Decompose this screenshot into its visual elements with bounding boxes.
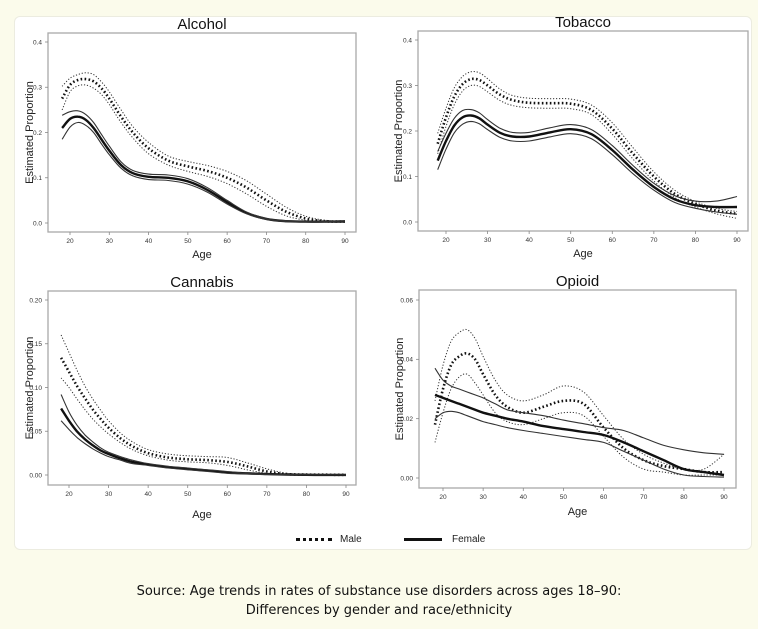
x-tick-label: 50 (184, 491, 192, 498)
x-tick-label: 90 (342, 491, 350, 498)
y-tick-label: 0.2 (403, 128, 412, 135)
y-tick-label: 0.06 (400, 297, 413, 304)
y-tick-label: 0.1 (403, 174, 412, 181)
x-tick-label: 40 (145, 491, 153, 498)
x-tick-label: 80 (692, 237, 700, 244)
x-tick-label: 20 (439, 494, 447, 501)
x-tick-label: 40 (520, 494, 528, 501)
x-tick-label: 20 (65, 491, 73, 498)
y-axis-label: Estimated Proportion (24, 337, 36, 440)
series-line-male-upper-ci (437, 71, 738, 212)
x-tick-label: 50 (567, 237, 575, 244)
x-tick-label: 70 (650, 237, 658, 244)
series-line-female-upper-ci (434, 367, 725, 455)
series-line-female-lower-ci (60, 420, 347, 476)
series-line-female-upper-ci (61, 110, 346, 222)
x-tick-label: 70 (263, 491, 271, 498)
y-axis-label: Estimated Proportion (394, 338, 406, 441)
y-tick-label: 0.10 (29, 385, 42, 392)
chart-title: Cannabis (170, 274, 233, 291)
x-tick-label: 60 (224, 491, 232, 498)
x-tick-label: 30 (105, 491, 113, 498)
plot-frame (47, 290, 357, 486)
x-tick-label: 90 (733, 237, 741, 244)
dotted-line-swatch-icon (296, 538, 332, 541)
x-tick-label: 90 (720, 494, 728, 501)
solid-line-swatch-icon (404, 538, 442, 541)
caption-line-1: Source: Age trends in rates of substance… (136, 584, 622, 599)
series-line-female-lower-ci (61, 121, 345, 223)
x-tick-label: 50 (184, 238, 192, 245)
series-line-female (436, 114, 738, 209)
y-tick-label: 0.00 (29, 472, 42, 479)
x-tick-label: 90 (341, 238, 349, 245)
x-tick-label: 60 (224, 238, 232, 245)
series-line-male (433, 352, 725, 474)
x-tick-label: 20 (442, 237, 450, 244)
y-tick-label: 0.02 (400, 416, 413, 423)
chart-title: Opioid (556, 273, 599, 290)
series-line-female-lower-ci (434, 410, 725, 478)
plot-frame (418, 289, 737, 489)
chart-legend: Male Female (0, 534, 758, 548)
x-tick-label: 70 (263, 238, 271, 245)
x-tick-label: 80 (680, 494, 688, 501)
y-tick-label: 0.3 (33, 85, 42, 92)
x-tick-label: 30 (480, 494, 488, 501)
series-line-male (436, 77, 738, 216)
y-tick-label: 0.04 (400, 357, 413, 364)
y-tick-label: 0.15 (29, 341, 42, 348)
legend-label-female: Female (452, 534, 486, 545)
y-axis-label: Estimated Proportion (393, 80, 405, 183)
series-line-male-lower-ci (434, 373, 724, 476)
y-tick-label: 0.20 (29, 297, 42, 304)
x-axis-label: Age (568, 506, 588, 518)
x-tick-label: 80 (302, 238, 310, 245)
chart-title: Alcohol (177, 16, 226, 33)
x-axis-label: Age (192, 249, 212, 261)
caption-line-2: Differences by gender and race/ethnicity (245, 603, 513, 618)
x-tick-label: 70 (640, 494, 648, 501)
y-tick-label: 0.05 (29, 429, 42, 436)
legend-item-male: Male (296, 534, 362, 545)
series-line-male-lower-ci (61, 84, 346, 223)
x-tick-label: 80 (303, 491, 311, 498)
y-tick-label: 0.2 (33, 130, 42, 137)
x-tick-label: 60 (609, 237, 617, 244)
x-axis-label: Age (192, 509, 212, 521)
y-tick-label: 0.0 (403, 219, 412, 226)
x-tick-label: 50 (560, 494, 568, 501)
series-line-male (60, 77, 346, 223)
x-tick-label: 30 (106, 238, 114, 245)
figure-caption: Source: Age trends in rates of substance… (0, 582, 758, 620)
y-tick-label: 0.4 (33, 39, 42, 46)
series-line-male-lower-ci (60, 377, 346, 476)
series-line-female-upper-ci (437, 108, 738, 203)
legend-label-male: Male (340, 534, 362, 545)
x-tick-label: 20 (66, 238, 74, 245)
y-tick-label: 0.1 (33, 175, 42, 182)
x-tick-label: 60 (600, 494, 608, 501)
y-axis-label: Estimated Proportion (24, 81, 36, 184)
y-tick-label: 0.0 (33, 220, 42, 227)
series-line-female (434, 393, 725, 477)
y-tick-label: 0.00 (400, 475, 413, 482)
x-tick-label: 40 (526, 237, 534, 244)
y-tick-label: 0.4 (403, 37, 412, 44)
chart-title: Tobacco (555, 14, 611, 31)
series-line-female-lower-ci (437, 120, 738, 215)
legend-item-female: Female (404, 534, 485, 545)
series-line-male-upper-ci (61, 72, 346, 222)
series-line-male-upper-ci (60, 334, 347, 476)
x-axis-label: Age (573, 248, 593, 260)
y-tick-label: 0.3 (403, 83, 412, 90)
x-tick-label: 30 (484, 237, 492, 244)
x-tick-label: 40 (145, 238, 153, 245)
